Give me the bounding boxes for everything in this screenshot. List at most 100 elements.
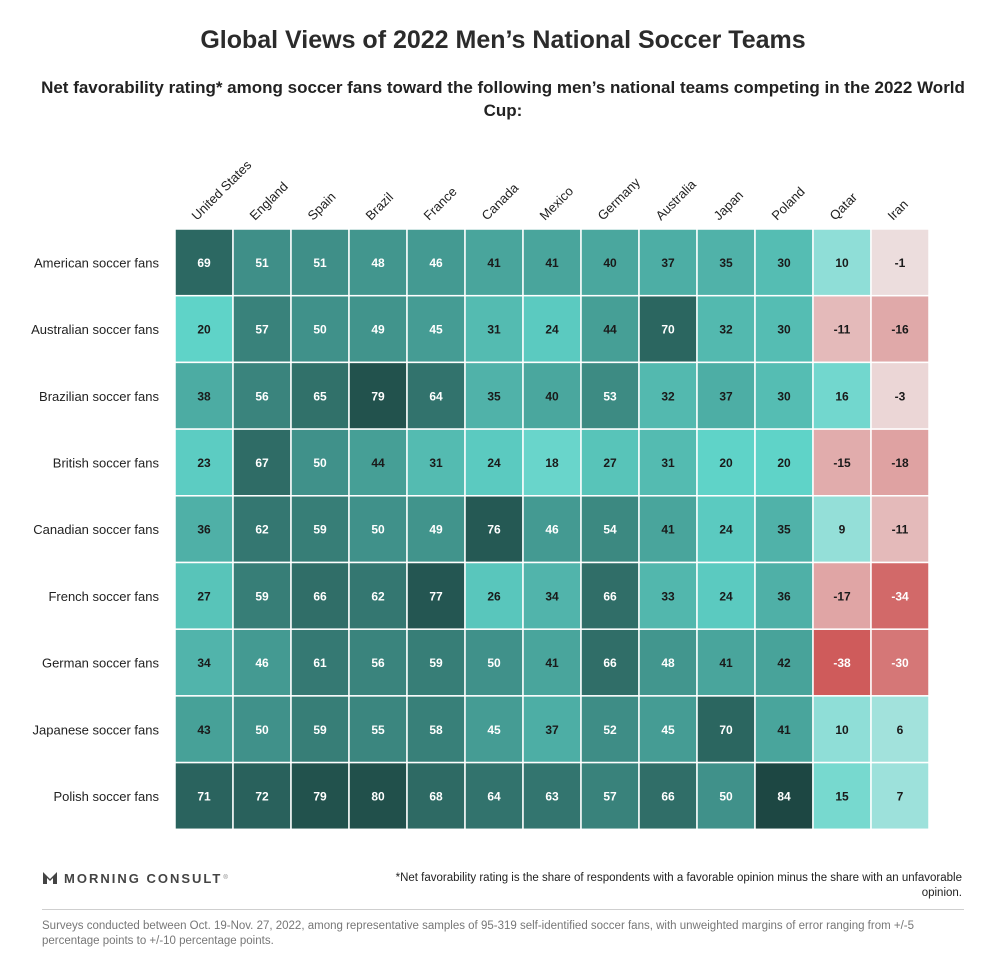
heatmap-cell bbox=[232, 495, 292, 564]
cell-value-label: 20 bbox=[197, 323, 211, 337]
cell-value-label: 46 bbox=[255, 656, 269, 670]
heatmap-cell bbox=[290, 495, 350, 564]
cell-value-label: 30 bbox=[777, 389, 791, 403]
cell-value-label: 50 bbox=[255, 723, 269, 737]
cell-value-label: 9 bbox=[839, 523, 846, 537]
heatmap-cell bbox=[290, 628, 350, 697]
cell-value-label: 23 bbox=[197, 456, 211, 470]
cell-value-label: 54 bbox=[603, 523, 617, 537]
heatmap-cell bbox=[638, 761, 698, 831]
cell-value-label: 53 bbox=[603, 389, 617, 403]
cell-value-label: 45 bbox=[661, 723, 675, 737]
cell-value-label: 70 bbox=[719, 723, 733, 737]
cell-value-label: 58 bbox=[429, 723, 443, 737]
cell-value-label: 37 bbox=[661, 256, 675, 270]
cell-value-label: 62 bbox=[255, 523, 269, 537]
cell-value-label: 36 bbox=[777, 589, 791, 603]
column-label: Spain bbox=[305, 189, 339, 223]
brand-name: MORNING CONSULT bbox=[64, 870, 223, 886]
cell-value-label: 37 bbox=[719, 389, 733, 403]
cell-value-label: 32 bbox=[719, 323, 733, 337]
cell-value-label: 46 bbox=[429, 256, 443, 270]
column-label: Germany bbox=[595, 174, 644, 223]
cell-value-label: 24 bbox=[545, 323, 559, 337]
cell-value-label: 16 bbox=[835, 389, 849, 403]
heatmap-cell bbox=[348, 761, 408, 831]
cell-value-label: 40 bbox=[545, 389, 559, 403]
cell-value-label: 57 bbox=[603, 789, 617, 803]
cell-value-label: -15 bbox=[833, 456, 851, 470]
cell-value-label: 52 bbox=[603, 723, 617, 737]
heatmap-cell bbox=[812, 294, 872, 364]
heatmap-cell bbox=[174, 294, 234, 364]
cell-value-label: 68 bbox=[429, 789, 443, 803]
heatmap-cell bbox=[174, 228, 234, 297]
heatmap-cell bbox=[522, 495, 582, 564]
heatmap-cell bbox=[406, 695, 466, 764]
heatmap-cell bbox=[464, 761, 524, 831]
cell-value-label: 57 bbox=[255, 323, 269, 337]
heatmap-cell bbox=[870, 228, 930, 297]
heatmap-cell bbox=[870, 361, 930, 430]
heatmap-cell bbox=[812, 761, 872, 831]
heatmap-cell bbox=[580, 761, 640, 831]
heatmap-cell bbox=[348, 695, 408, 764]
cell-value-label: 24 bbox=[719, 523, 733, 537]
footer-divider bbox=[42, 909, 964, 910]
heatmap-cell bbox=[870, 294, 930, 364]
chart-title: Global Views of 2022 Men’s National Socc… bbox=[200, 26, 806, 54]
heatmap-cell bbox=[580, 361, 640, 430]
cell-value-label: -11 bbox=[834, 323, 851, 337]
heatmap-cell bbox=[754, 695, 814, 764]
heatmap-cell bbox=[870, 695, 930, 764]
cell-value-label: 31 bbox=[661, 456, 675, 470]
heatmap-cell bbox=[522, 761, 582, 831]
cell-value-label: 20 bbox=[777, 456, 791, 470]
cell-value-label: 49 bbox=[371, 323, 385, 337]
column-label: Brazil bbox=[363, 189, 397, 223]
cell-value-label: 79 bbox=[313, 789, 327, 803]
heatmap-cell bbox=[464, 228, 524, 297]
source-note: Surveys conducted between Oct. 19-Nov. 2… bbox=[42, 920, 915, 947]
heatmap-cell bbox=[754, 495, 814, 564]
cell-value-label: 24 bbox=[719, 589, 733, 603]
cell-value-label: 33 bbox=[661, 589, 675, 603]
cell-value-label: 56 bbox=[255, 389, 269, 403]
cell-value-label: -30 bbox=[891, 656, 909, 670]
row-label: American soccer fans bbox=[34, 255, 159, 270]
cell-value-label: 10 bbox=[835, 723, 849, 737]
heatmap-cell bbox=[290, 294, 350, 364]
row-label: Japanese soccer fans bbox=[33, 722, 160, 737]
cell-value-label: 66 bbox=[603, 656, 617, 670]
cell-value-label: 41 bbox=[545, 256, 559, 270]
cell-value-label: 35 bbox=[719, 256, 733, 270]
heatmap-cell bbox=[348, 361, 408, 430]
heatmap-cell bbox=[522, 294, 582, 364]
cell-value-label: 34 bbox=[197, 656, 211, 670]
cell-value-label: 32 bbox=[661, 389, 675, 403]
heatmap-cell bbox=[638, 561, 698, 630]
cell-value-label: 56 bbox=[371, 656, 385, 670]
heatmap-cell bbox=[696, 761, 756, 831]
cell-value-label: 59 bbox=[255, 589, 269, 603]
row-label: Canadian soccer fans bbox=[33, 522, 159, 537]
cell-value-label: 27 bbox=[603, 456, 617, 470]
cell-value-label: -3 bbox=[895, 389, 906, 403]
heatmap-cell bbox=[754, 361, 814, 430]
cell-value-label: 40 bbox=[603, 256, 617, 270]
cell-value-label: 64 bbox=[487, 789, 501, 803]
cell-value-label: 30 bbox=[777, 256, 791, 270]
cell-value-label: 66 bbox=[661, 789, 675, 803]
heatmap-cell bbox=[580, 628, 640, 697]
cell-value-label: 34 bbox=[545, 589, 559, 603]
cell-value-label: 41 bbox=[545, 656, 559, 670]
cell-value-label: 72 bbox=[255, 789, 269, 803]
row-label: Brazilian soccer fans bbox=[39, 389, 159, 404]
cell-value-label: 80 bbox=[371, 789, 385, 803]
cell-value-label: 45 bbox=[487, 723, 501, 737]
cell-value-label: 37 bbox=[545, 723, 559, 737]
heatmap-cell bbox=[638, 361, 698, 430]
column-label: Canada bbox=[479, 180, 522, 223]
column-label: Iran bbox=[885, 197, 911, 223]
